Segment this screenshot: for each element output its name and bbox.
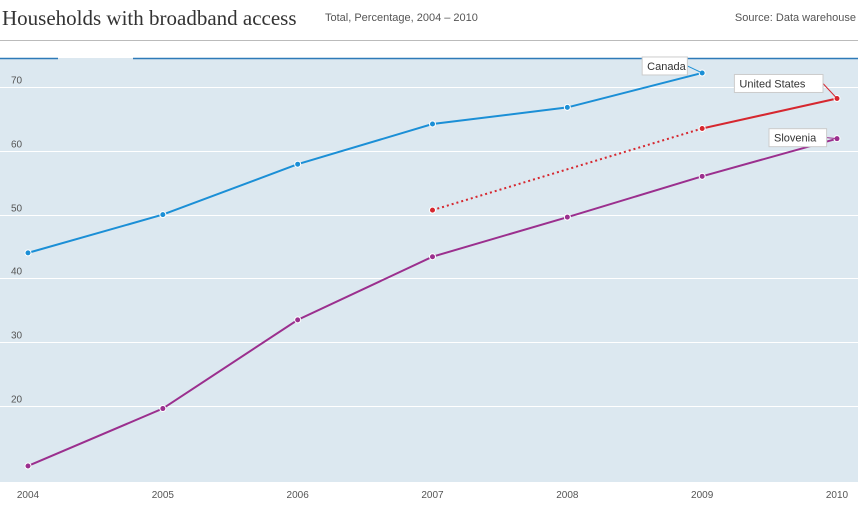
x-tick-label: 2005: [152, 490, 175, 501]
x-tick-label: 2007: [421, 490, 444, 501]
y-tick-label: 20: [11, 395, 23, 406]
x-tick-label: 2008: [556, 490, 579, 501]
y-tick-label: 30: [11, 331, 23, 342]
x-tick-label: 2004: [17, 490, 40, 501]
series-label-box: [768, 128, 828, 148]
series-label-connector: [826, 137, 838, 140]
chart-source[interactable]: Source: Data warehouse: [734, 12, 856, 24]
y-tick-label: 60: [11, 140, 23, 151]
plot-background: [0, 58, 858, 482]
series-label: United States: [733, 73, 838, 99]
data-point: [159, 211, 167, 219]
series-label-connector: [687, 65, 703, 74]
y-tick-label: 70: [11, 76, 23, 87]
data-point: [24, 462, 32, 470]
y-tick-label: 40: [11, 267, 23, 278]
x-tick-label: 2010: [826, 490, 849, 501]
data-point: [563, 213, 571, 221]
data-point: [429, 120, 436, 128]
series-line: [27, 71, 703, 254]
x-tick-label: 2009: [691, 490, 714, 501]
series-label: Slovenia: [768, 128, 838, 148]
series-line-dotted: [432, 127, 703, 212]
chart-subtitle: Total, Percentage, 2004 – 2010: [325, 12, 478, 24]
data-point: [294, 316, 302, 324]
data-point: [159, 405, 167, 413]
series-canada: Canada: [24, 56, 706, 257]
series-label: Canada: [641, 56, 703, 76]
x-tick-label: 2006: [287, 490, 310, 501]
series-label-connector: [822, 83, 838, 99]
data-point: [429, 206, 436, 214]
series-united-states: United States: [429, 73, 841, 214]
data-point: [294, 160, 302, 168]
series-label-text: Canada: [647, 61, 686, 73]
series-label-box: [733, 73, 824, 93]
data-point: [429, 253, 436, 261]
data-point: [563, 103, 571, 111]
y-tick-label: 50: [11, 204, 23, 215]
data-point: [698, 124, 706, 132]
chart-header: Households with broadband access Total, …: [0, 0, 858, 40]
chart-title: Households with broadband access: [2, 6, 297, 30]
data-point: [698, 172, 706, 180]
series-label-box: [641, 56, 688, 76]
series-slovenia: Slovenia: [24, 128, 841, 470]
series-line: [701, 97, 838, 130]
series-label-text: United States: [739, 78, 806, 90]
series-label-text: Slovenia: [774, 133, 817, 145]
data-point: [24, 249, 32, 257]
